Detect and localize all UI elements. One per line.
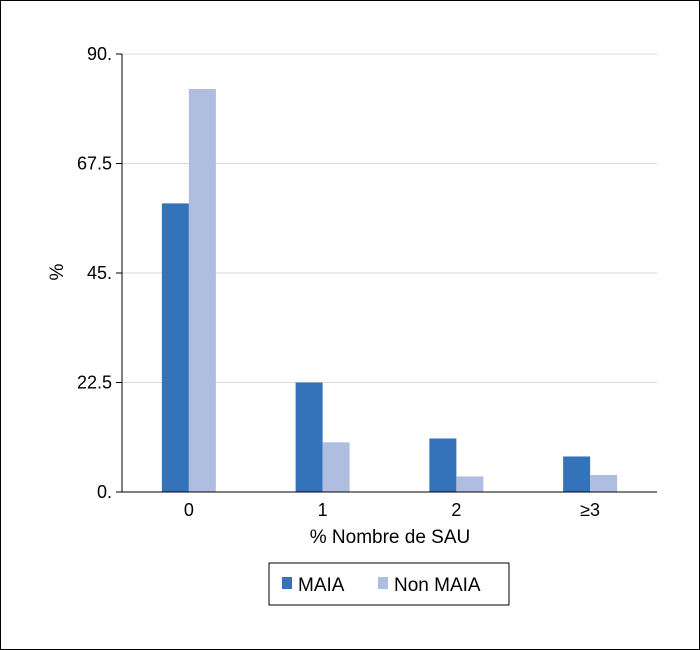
y-tick-label: 0. (97, 482, 112, 502)
x-axis-title: % Nombre de SAU (310, 527, 471, 548)
bar-non-maia-3 (590, 474, 618, 492)
legend-label: Non MAIA (394, 575, 481, 596)
x-tick-labels: 0 1 2 ≥3 (184, 500, 600, 520)
legend: MAIA Non MAIA (268, 562, 510, 606)
bar-maia-1 (295, 382, 323, 492)
axes (121, 54, 657, 493)
legend-box (268, 562, 510, 606)
bar-maia-3 (563, 456, 591, 492)
y-axis-title: % (47, 263, 68, 280)
x-tick-label: ≥3 (580, 500, 600, 520)
y-tick-label: 22.5 (77, 373, 112, 393)
bar-maia-2 (429, 438, 457, 492)
x-tick-label: 2 (451, 500, 461, 520)
bar-non-maia-0 (188, 89, 216, 492)
y-tick-labels: 0. 22.5 45. 67.5 90. (77, 44, 112, 502)
x-tick-label: 0 (184, 500, 194, 520)
legend-swatch (378, 577, 388, 589)
legend-label: MAIA (298, 575, 345, 596)
legend-swatch (282, 577, 292, 589)
bar-non-maia-1 (322, 442, 350, 492)
x-tick-label: 1 (318, 500, 328, 520)
y-tick-label: 67.5 (77, 154, 112, 174)
y-tick-label: 90. (87, 44, 112, 64)
y-tick-label: 45. (87, 263, 112, 283)
bar-non-maia-2 (456, 476, 484, 492)
bars (161, 89, 618, 492)
bar-maia-0 (161, 203, 189, 492)
